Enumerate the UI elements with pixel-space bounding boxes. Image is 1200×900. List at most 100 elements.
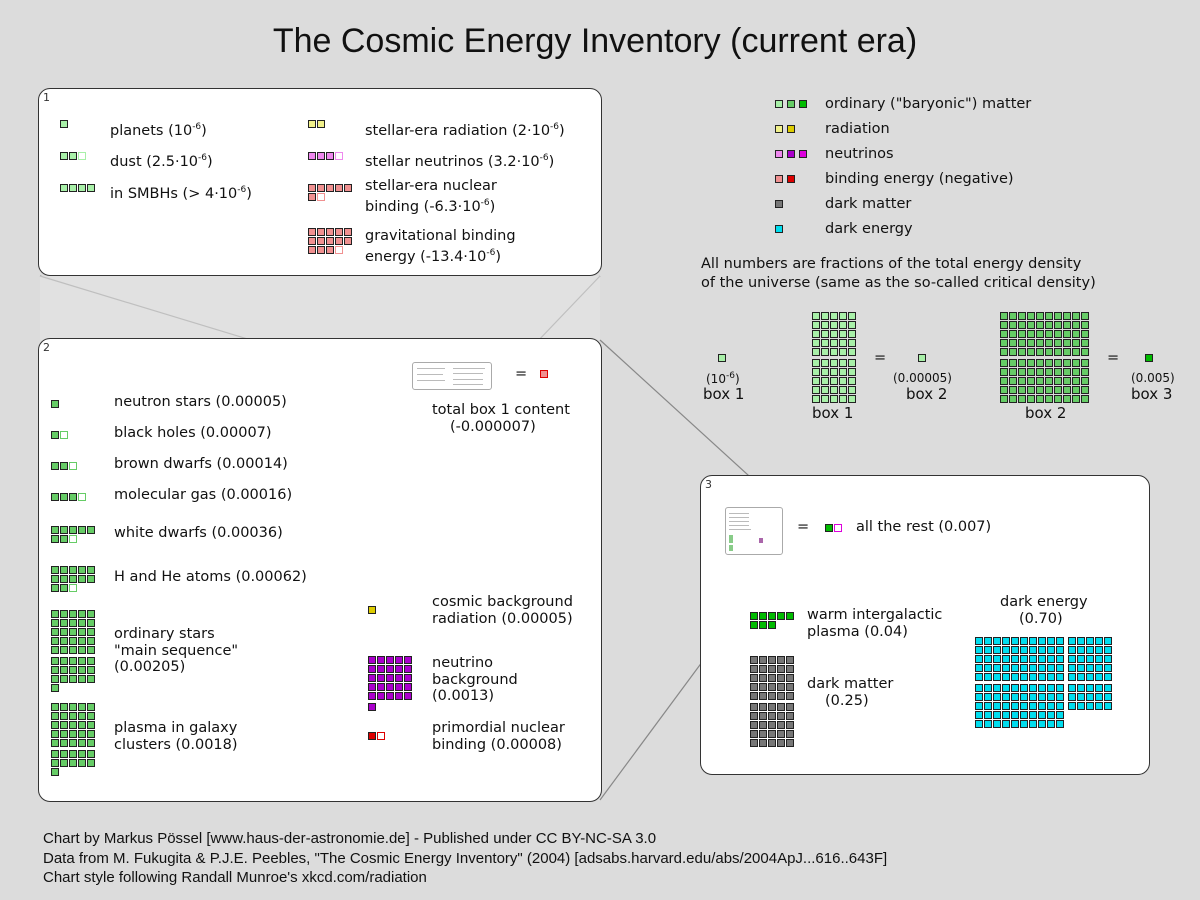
unit-square	[975, 720, 983, 728]
unit-square	[1056, 720, 1064, 728]
unit-square	[1047, 664, 1055, 672]
unit-square	[1077, 684, 1085, 692]
unit-square	[395, 665, 403, 673]
unit-square	[848, 359, 856, 367]
unit-square	[1009, 321, 1017, 329]
unit-square	[984, 720, 992, 728]
unit-square	[993, 664, 1001, 672]
unit-square	[1068, 684, 1076, 692]
unit-square	[1072, 368, 1080, 376]
item-label-line: dark energy	[1000, 594, 1088, 610]
unit-square	[308, 120, 316, 128]
unit-square	[786, 656, 794, 664]
unit-square	[78, 619, 86, 627]
unit-square	[69, 712, 77, 720]
unit-square-grid	[51, 703, 95, 776]
unit-square	[404, 692, 412, 700]
unit-square	[1086, 646, 1094, 654]
unit-square	[759, 656, 767, 664]
unit-square	[1056, 655, 1064, 663]
unit-square	[51, 675, 59, 683]
unit-square	[777, 730, 785, 738]
unit-square	[1056, 673, 1064, 681]
unit-square	[368, 703, 376, 711]
unit-square	[1002, 664, 1010, 672]
unit-square	[1086, 655, 1094, 663]
box3-label: box 3	[1131, 385, 1173, 403]
item-label-line: radiation (0.00005)	[432, 610, 573, 627]
unit-square	[78, 721, 86, 729]
unit-square	[1018, 359, 1026, 367]
unit-square	[821, 339, 829, 347]
unit-square	[51, 462, 59, 470]
unit-square	[60, 619, 68, 627]
unit-square	[812, 348, 820, 356]
unit-square	[975, 711, 983, 719]
unit-square	[821, 395, 829, 403]
unit-square	[839, 330, 847, 338]
unit-square-grid	[750, 656, 794, 747]
unit-square-grid	[60, 184, 104, 192]
equals-sign: =	[874, 350, 887, 366]
unit-square	[848, 321, 856, 329]
unit-square	[51, 730, 59, 738]
label-exponent: -6	[192, 122, 202, 132]
unit-square	[1068, 664, 1076, 672]
unit-square	[1045, 330, 1053, 338]
unit-square	[344, 184, 352, 192]
unit-square	[1002, 655, 1010, 663]
unit-square	[1036, 386, 1044, 394]
unit-square	[78, 637, 86, 645]
unit-square	[1011, 637, 1019, 645]
unit-square	[848, 339, 856, 347]
item-label-line1: gravitational binding	[365, 228, 516, 244]
unit-square	[395, 656, 403, 664]
unit-square	[60, 184, 68, 192]
unit-square-grid	[51, 526, 95, 543]
unit-square	[759, 703, 767, 711]
label-text: planets (10	[110, 122, 193, 139]
unit-square	[1036, 321, 1044, 329]
legend-swatch	[799, 150, 807, 158]
panel-box2: 2	[38, 338, 602, 802]
legend-note-line2: of the universe (same as the so-called c…	[701, 275, 1096, 291]
unit-square	[1045, 395, 1053, 403]
label-exponent: -6	[539, 153, 549, 163]
item-label: molecular gas (0.00016)	[114, 487, 293, 503]
unit-square	[839, 377, 847, 385]
unit-square	[1104, 684, 1112, 692]
unit-square	[1047, 655, 1055, 663]
unit-square	[377, 665, 385, 673]
unit-square	[51, 666, 59, 674]
unit-square	[1095, 693, 1103, 701]
unit-square	[1000, 386, 1008, 394]
unit-square	[1047, 684, 1055, 692]
unit-square	[975, 655, 983, 663]
unit-square	[308, 184, 316, 192]
unit-square	[368, 732, 376, 740]
unit-square	[1081, 348, 1089, 356]
unit-square	[1054, 330, 1062, 338]
label-text: dust (2.5·10	[110, 153, 199, 170]
unit-square	[1072, 359, 1080, 367]
unit-square	[60, 750, 68, 758]
unit-square	[1056, 664, 1064, 672]
unit-square	[830, 339, 838, 347]
unit-square	[993, 684, 1001, 692]
unit-square	[386, 692, 394, 700]
unit-square	[1027, 359, 1035, 367]
legend-note-line1: All numbers are fractions of the total e…	[701, 256, 1082, 272]
unit-square	[395, 674, 403, 682]
unit-square	[839, 321, 847, 329]
unit-square	[786, 665, 794, 673]
unit-square	[830, 368, 838, 376]
unit-square	[768, 703, 776, 711]
unit-square	[368, 692, 376, 700]
footer-style-note: Chart style following Randall Munroe's x…	[43, 869, 427, 886]
unit-square	[1011, 711, 1019, 719]
unit-square	[1038, 646, 1046, 654]
unit-square	[1086, 664, 1094, 672]
unit-square	[975, 664, 983, 672]
unit-square	[404, 656, 412, 664]
unit-square	[750, 712, 758, 720]
